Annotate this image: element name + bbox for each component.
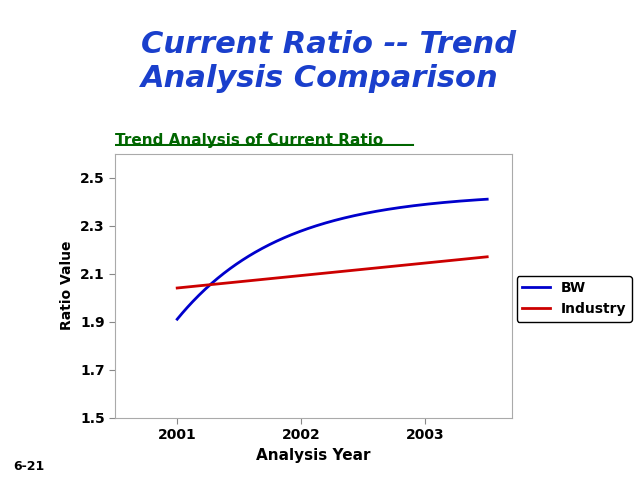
BW: [173, 316, 181, 322]
Industry: [173, 285, 181, 291]
Industry: [363, 266, 371, 272]
X-axis label: Analysis Year: Analysis Year: [257, 447, 371, 463]
Industry: [174, 285, 182, 291]
Industry: [357, 267, 365, 273]
BW: [454, 198, 462, 204]
Industry: [435, 259, 442, 264]
Industry: [358, 266, 365, 272]
BW: [174, 315, 182, 321]
BW: [363, 210, 371, 216]
Text: 6-21: 6-21: [13, 460, 44, 473]
Industry: [454, 257, 462, 263]
Line: BW: BW: [177, 199, 487, 319]
Line: Industry: Industry: [177, 257, 487, 288]
BW: [483, 196, 491, 202]
Industry: [483, 254, 491, 260]
Legend: BW, Industry: BW, Industry: [516, 276, 632, 322]
BW: [358, 211, 365, 217]
Y-axis label: Ratio Value: Ratio Value: [60, 241, 74, 330]
BW: [357, 211, 365, 217]
BW: [435, 200, 442, 206]
Text: Current Ratio -- Trend
Analysis Comparison: Current Ratio -- Trend Analysis Comparis…: [141, 30, 516, 93]
Text: Trend Analysis of Current Ratio: Trend Analysis of Current Ratio: [115, 133, 383, 148]
